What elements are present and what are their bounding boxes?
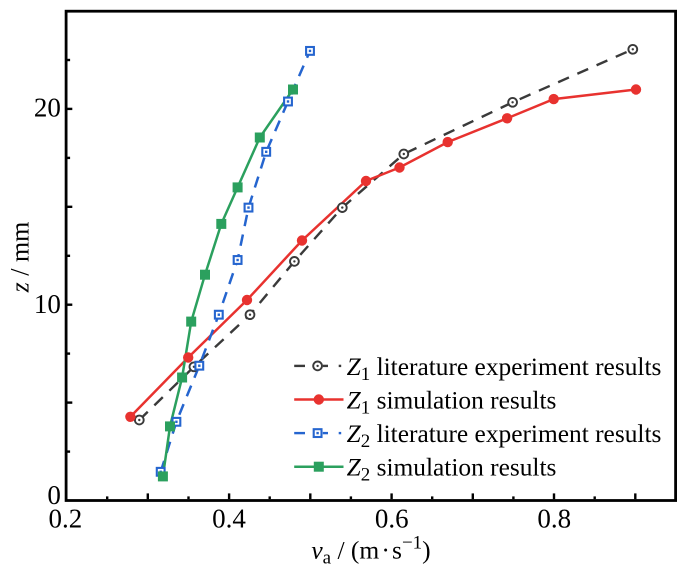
svg-text:Z1 literature experiment resul: Z1 literature experiment results — [347, 353, 662, 385]
svg-text:0.6: 0.6 — [375, 504, 409, 534]
svg-text:0.8: 0.8 — [537, 504, 571, 534]
svg-text:Z1 simulation results: Z1 simulation results — [347, 386, 557, 418]
svg-text:z / mm: z / mm — [5, 222, 34, 294]
svg-text:10: 10 — [34, 289, 61, 319]
svg-text:20: 20 — [34, 93, 61, 123]
svg-text:Z2 literature experiment resul: Z2 literature experiment results — [347, 420, 662, 452]
svg-text:va / (m · s−1): va / (m · s−1) — [311, 533, 430, 568]
svg-text:Z2 simulation results: Z2 simulation results — [347, 454, 557, 486]
svg-text:0.4: 0.4 — [212, 504, 246, 534]
svg-text:0.2: 0.2 — [49, 504, 83, 534]
svg-text:0: 0 — [47, 480, 61, 510]
